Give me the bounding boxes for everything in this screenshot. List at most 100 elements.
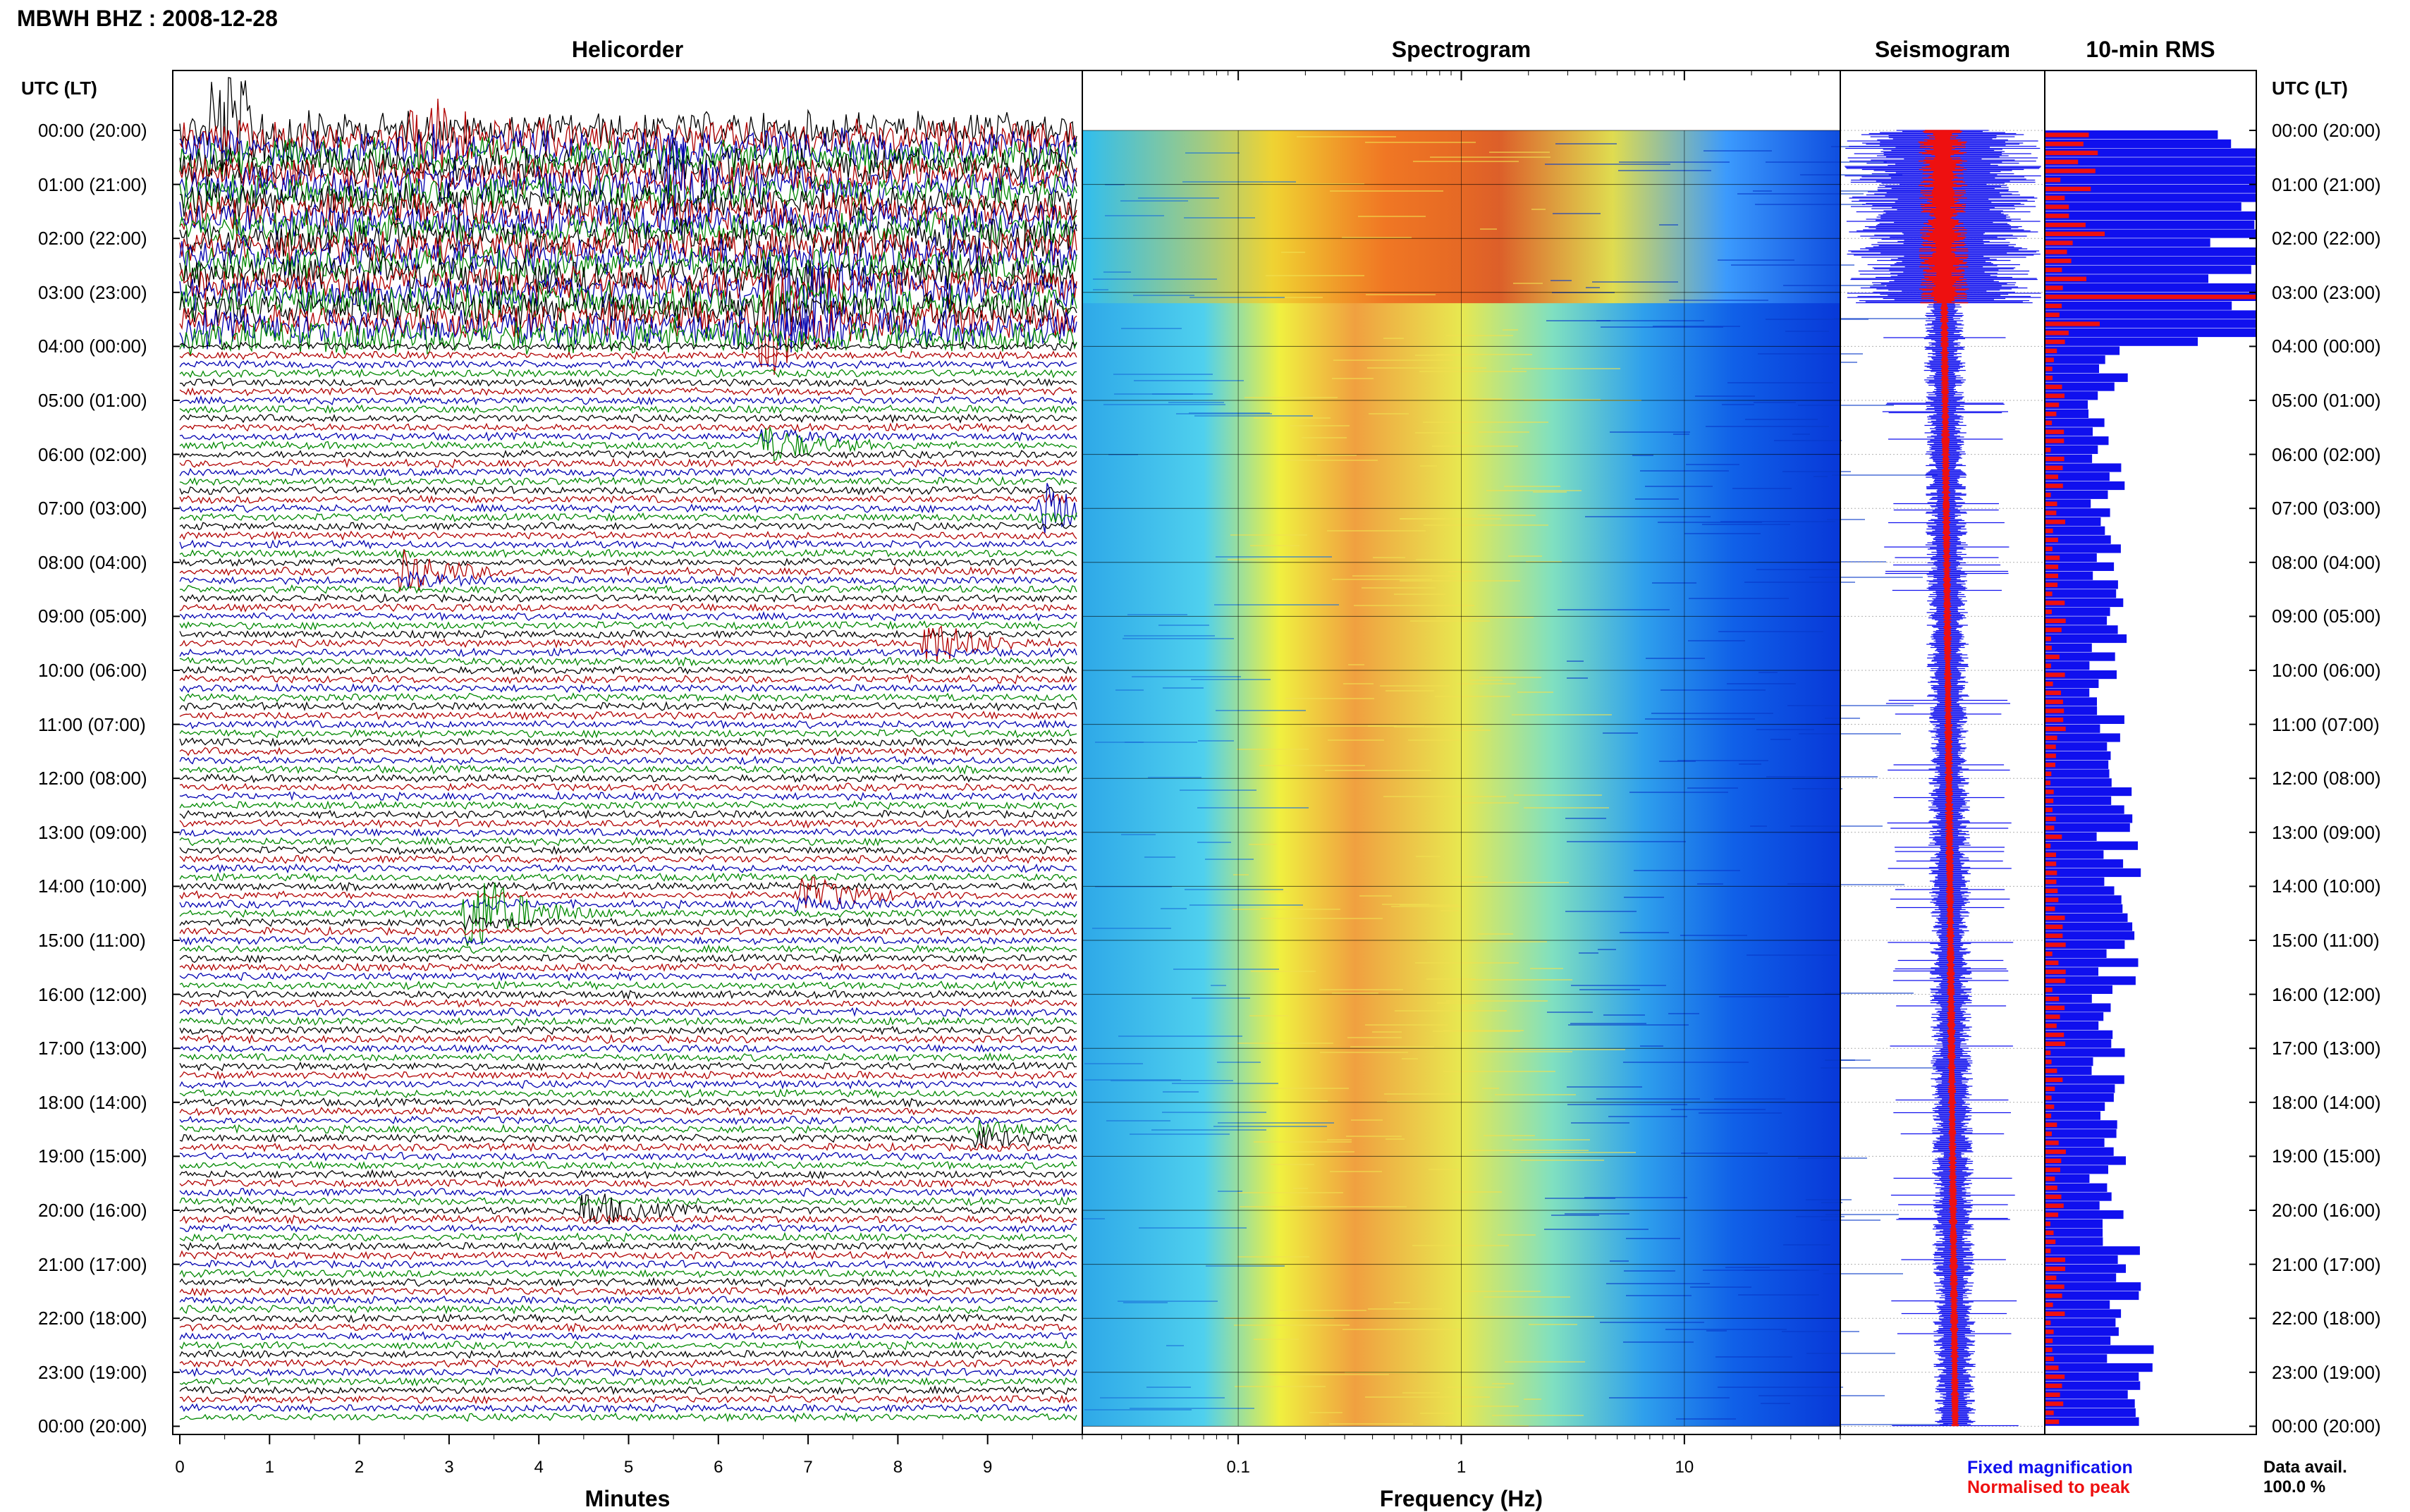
rms-normalised-bar <box>2045 1347 2053 1353</box>
rms-normalised-bar <box>2045 960 2059 966</box>
rms-fixed-bar <box>2045 355 2105 364</box>
helicorder-trace <box>179 281 1077 321</box>
spectrogram-streak <box>1448 571 1472 572</box>
spectrogram-streak <box>1197 842 1231 843</box>
rms-normalised-bar <box>2045 133 2089 137</box>
rms-normalised-bar <box>2045 618 2066 623</box>
spectrogram-streak <box>1266 297 1323 298</box>
rms-fixed-bar <box>2045 913 2128 922</box>
spectrogram-streak <box>1415 355 1460 356</box>
spectrogram-streak <box>1332 378 1374 379</box>
spectrogram-streak <box>1430 156 1550 158</box>
helicorder-trace <box>179 1250 1077 1260</box>
spectrogram-streak <box>1798 1157 1867 1159</box>
helicorder-trace <box>179 1088 1077 1099</box>
spectrogram-streak <box>1369 413 1409 414</box>
helicorder-trace <box>179 692 1077 703</box>
rms-fixed-bar <box>2045 823 2130 832</box>
spectrogram-streak <box>1790 825 1883 827</box>
spectrogram-streak <box>1545 1198 1615 1199</box>
rms-normalised-bar <box>2045 699 2063 704</box>
rms-fixed-bar <box>2045 1129 2117 1138</box>
rms-normalised-bar <box>2045 1311 2065 1316</box>
spectrogram-streak <box>1785 331 1829 332</box>
helicorder-trace <box>179 914 1077 931</box>
rms-normalised-bar <box>2045 1185 2057 1191</box>
helicorder-trace <box>179 1169 1077 1180</box>
time-label-right-23: 23:00 (19:00) <box>2272 1361 2381 1383</box>
helicorder-trace <box>179 199 1077 241</box>
time-label-left-23: 23:00 (19:00) <box>38 1361 147 1383</box>
rms-normalised-bar <box>2045 429 2065 434</box>
rms-fixed-bar <box>2045 1372 2139 1381</box>
time-label-left-0: 00:00 (20:00) <box>38 120 147 141</box>
rms-fixed-bar <box>2045 634 2127 644</box>
spectrogram-streak <box>1821 1219 1880 1221</box>
rms-fixed-bar <box>2045 562 2115 571</box>
rms-normalised-bar <box>2045 1383 2062 1389</box>
spectrogram-streak <box>1180 789 1256 791</box>
spectrogram-streak <box>1530 968 1563 969</box>
spectrogram-streak <box>1610 1260 1629 1262</box>
time-label-left-8: 08:00 (04:00) <box>38 551 147 573</box>
helicorder-trace <box>179 1061 1077 1071</box>
utc-header-left: UTC (LT) <box>21 78 97 99</box>
spectrogram-streak <box>1123 638 1234 639</box>
spectrogram-streak <box>1553 213 1601 214</box>
rms-fixed-bar <box>2045 526 2105 535</box>
rms-fixed-bar <box>2045 238 2210 247</box>
spectrogram-streak <box>1787 883 1830 885</box>
spectrogram-streak <box>1386 690 1434 692</box>
rms-normalised-bar <box>2045 331 2069 336</box>
spectrogram-streak <box>1394 594 1445 595</box>
spectrogram-streak <box>1166 1345 1184 1346</box>
spectrogram-streak <box>1455 730 1491 731</box>
rms-normalised-bar <box>2045 627 2062 632</box>
spectrogram-streak <box>1216 556 1332 558</box>
rms-normalised-bar <box>2045 1392 2060 1397</box>
spectrogram-streak <box>1368 725 1424 727</box>
spectrogram-streak <box>1427 941 1547 942</box>
helicorder-trace <box>179 486 1077 496</box>
helicorder-trace <box>180 377 1077 388</box>
spectrogram-streak <box>1601 326 1723 328</box>
time-label-right-22: 22:00 (18:00) <box>2272 1308 2381 1329</box>
spectrogram-streak <box>1800 174 1902 176</box>
spectrogram-streak <box>1545 164 1670 165</box>
rms-normalised-bar <box>2045 1032 2065 1038</box>
spectrogram-streak <box>1457 683 1516 684</box>
helicorder-trace <box>179 254 1077 295</box>
spectrogram-streak <box>1120 200 1188 202</box>
spectrogram-streak <box>1293 1188 1308 1189</box>
rms-fixed-bar <box>2045 868 2141 878</box>
spectrogram-streak <box>1606 1283 1710 1284</box>
helicorder-trace <box>179 1052 1077 1062</box>
time-label-right-18: 18:00 (14:00) <box>2272 1091 2381 1113</box>
rms-normalised-bar <box>2045 672 2065 677</box>
spectrogram-streak <box>1237 1192 1343 1193</box>
helicorder-trace <box>179 570 1077 589</box>
spectrogram-streak <box>1821 1202 1842 1203</box>
spectrogram-streak <box>1261 725 1276 727</box>
spectrogram-streak <box>1504 486 1560 487</box>
rms-fixed-bar <box>2045 418 2105 427</box>
spectrogram-streak <box>1533 491 1567 493</box>
spectrogram-streak <box>1476 1316 1594 1317</box>
rms-fixed-bar <box>2045 373 2128 382</box>
time-label-right-1: 01:00 (21:00) <box>2272 173 2381 195</box>
spectrogram-streak <box>1432 445 1518 447</box>
spectrogram-streak <box>1555 143 1617 145</box>
rms-fixed-bar <box>2045 1192 2112 1201</box>
spectrogram-streak <box>1665 1329 1787 1330</box>
rms-fixed-bar <box>2045 1318 2116 1327</box>
rms-normalised-bar <box>2045 888 2058 893</box>
rms-normalised-bar <box>2045 1050 2051 1055</box>
rms-normalised-bar <box>2045 969 2066 974</box>
helicorder-trace <box>179 682 1077 694</box>
time-label-left-21: 21:00 (17:00) <box>38 1253 147 1275</box>
spectrogram-streak <box>1351 1119 1383 1121</box>
helicorder-trace <box>179 647 1077 658</box>
rms-normalised-bar <box>2045 339 2065 345</box>
spectrogram-streak <box>1517 692 1553 693</box>
spectrogram-streak <box>1362 587 1436 589</box>
